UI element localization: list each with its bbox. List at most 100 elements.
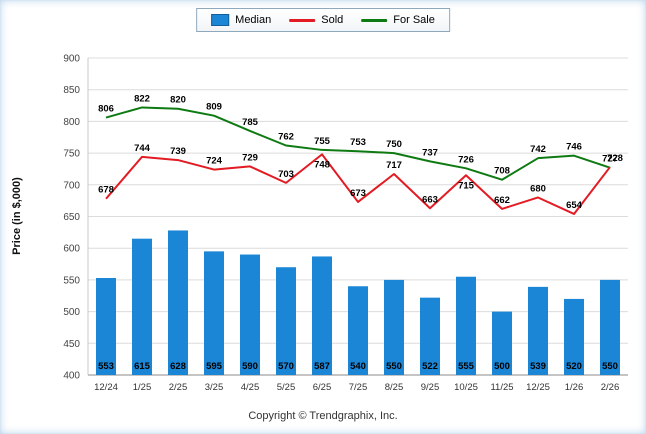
for-sale-point-label: 737 xyxy=(422,147,438,158)
median-bar-label: 587 xyxy=(314,361,330,372)
median-bar xyxy=(96,277,116,375)
sold-point-label: 739 xyxy=(170,146,186,157)
median-bar-label: 500 xyxy=(494,361,510,372)
legend-label-for-sale: For Sale xyxy=(393,14,435,26)
median-bar xyxy=(528,286,548,375)
y-tick-label: 600 xyxy=(63,244,80,255)
y-tick-label: 550 xyxy=(63,275,80,286)
y-tick-label: 750 xyxy=(63,149,80,160)
y-tick-label: 450 xyxy=(63,339,80,350)
sold-point-label: 703 xyxy=(278,169,294,180)
legend: Median Sold For Sale xyxy=(196,8,450,32)
y-tick-label: 650 xyxy=(63,212,80,223)
median-bar xyxy=(420,297,440,375)
for-sale-point-label: 822 xyxy=(134,93,150,104)
y-axis-title: Price (in $,000) xyxy=(11,177,23,255)
median-swatch-icon xyxy=(211,14,230,26)
legend-item-for-sale: For Sale xyxy=(361,14,435,26)
y-tick-label: 800 xyxy=(63,117,80,128)
median-bar xyxy=(384,279,404,375)
y-tick-label: 850 xyxy=(63,85,80,96)
median-bar xyxy=(492,311,512,375)
for-sale-point-label: 746 xyxy=(566,142,582,153)
for-sale-point-label: 785 xyxy=(242,117,259,128)
for-sale-point-label: 755 xyxy=(314,136,331,147)
for-sale-point-label: 750 xyxy=(386,139,402,150)
sold-line-swatch-icon xyxy=(289,18,316,22)
plot-area: 400 450 500 550 600 650 700 750 800 850 900 553 615 6… xyxy=(63,54,628,393)
median-bar xyxy=(204,251,224,375)
sold-point-label: 654 xyxy=(566,200,583,211)
for-sale-point-label: 820 xyxy=(170,95,186,106)
median-bar xyxy=(132,238,152,375)
legend-item-median: Median xyxy=(211,14,271,26)
x-tick-label: 8/25 xyxy=(385,382,404,393)
sold-point-label: 748 xyxy=(314,159,330,170)
for-sale-point-label: 742 xyxy=(530,144,546,155)
x-tick-label: 12/24 xyxy=(94,382,118,393)
sold-point-label: 729 xyxy=(242,152,258,163)
sold-line xyxy=(105,153,611,215)
x-tick-label: 4/25 xyxy=(241,382,260,393)
x-tick-label: 11/25 xyxy=(490,382,513,393)
for-sale-point-label: 726 xyxy=(458,154,474,165)
median-bar-label: 540 xyxy=(350,361,366,372)
x-tick-label: 9/25 xyxy=(421,382,440,393)
sold-point-label: 678 xyxy=(98,185,114,196)
median-bar-label: 628 xyxy=(170,361,186,372)
sold-point-label: 724 xyxy=(206,156,223,167)
x-tick-label: 12/25 xyxy=(526,382,550,393)
median-bar-label: 522 xyxy=(422,361,438,372)
sold-point-label: 662 xyxy=(494,195,510,206)
x-tick-label: 2/25 xyxy=(169,382,188,393)
median-bar xyxy=(240,254,260,375)
median-bar xyxy=(348,286,368,375)
legend-label-median: Median xyxy=(235,14,272,26)
median-bar-label: 539 xyxy=(530,361,546,372)
for-sale-point-label: 727 xyxy=(602,154,618,165)
sold-point-label: 744 xyxy=(134,143,151,154)
x-tick-label: 5/25 xyxy=(277,382,296,393)
for-sale-point-label: 806 xyxy=(98,104,114,115)
for-sale-point-label: 708 xyxy=(494,166,510,177)
median-bar xyxy=(276,267,296,375)
for-sale-line-swatch-icon xyxy=(361,18,388,22)
sold-point-label: 715 xyxy=(458,180,475,191)
sold-point-label: 673 xyxy=(350,188,366,199)
for-sale-point-label: 762 xyxy=(278,131,294,142)
median-bar-label: 555 xyxy=(458,361,475,372)
median-bar-label: 590 xyxy=(242,361,258,372)
sold-point-label: 663 xyxy=(422,194,438,205)
y-tick-label: 900 xyxy=(63,54,80,65)
for-sale-point-label: 809 xyxy=(206,102,222,113)
copyright-text: Copyright © Trendgraphix, Inc. xyxy=(248,410,398,422)
median-bar-label: 550 xyxy=(386,361,402,372)
x-tick-label: 3/25 xyxy=(205,382,224,393)
median-bar xyxy=(168,230,188,375)
x-tick-label: 10/25 xyxy=(454,382,478,393)
y-tick-label: 700 xyxy=(63,180,80,191)
median-bar-label: 570 xyxy=(278,361,294,372)
legend-label-sold: Sold xyxy=(321,14,344,26)
y-tick-label: 500 xyxy=(63,307,80,318)
x-tick-label: 7/25 xyxy=(349,382,368,393)
for-sale-point-label: 753 xyxy=(350,137,366,148)
median-bar xyxy=(564,298,584,375)
sold-point-label: 680 xyxy=(530,183,546,194)
legend-item-sold: Sold xyxy=(289,14,343,26)
x-tick-label: 1/25 xyxy=(133,382,152,393)
sold-point-label: 717 xyxy=(386,160,402,171)
median-bar xyxy=(456,276,476,375)
y-tick-label: 400 xyxy=(63,371,80,382)
x-tick-label: 6/25 xyxy=(313,382,332,393)
median-bar xyxy=(600,279,620,375)
median-bar-label: 595 xyxy=(206,361,223,372)
median-bar-label: 550 xyxy=(602,361,618,372)
x-tick-label: 2/26 xyxy=(601,382,620,393)
for-sale-line xyxy=(105,106,611,181)
median-bar-label: 553 xyxy=(98,361,114,372)
median-bar-label: 520 xyxy=(566,361,582,372)
median-bar xyxy=(312,256,332,375)
